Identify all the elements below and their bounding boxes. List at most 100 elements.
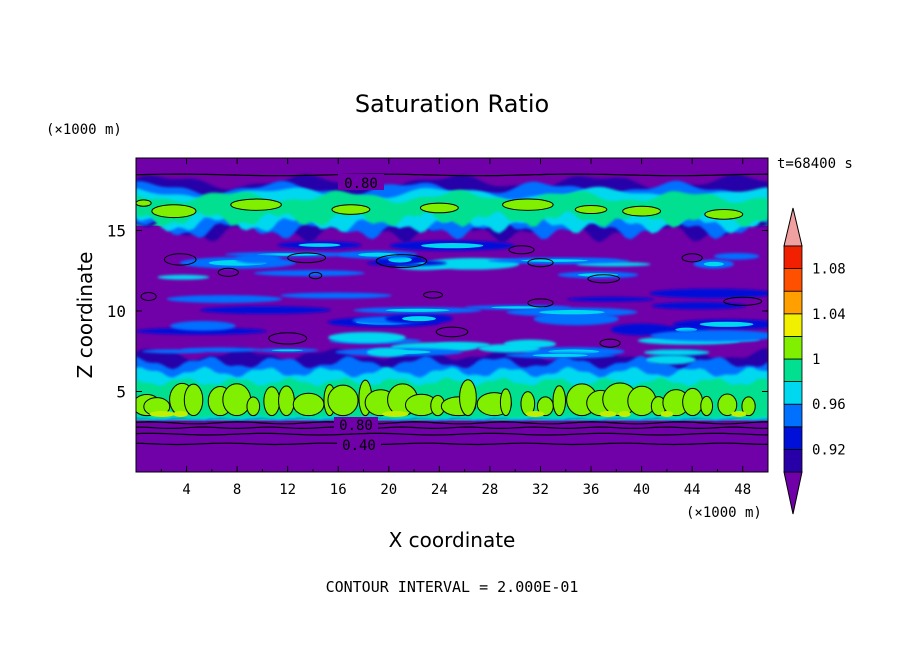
contour-pocket [599,338,621,348]
contour-pocket [423,291,444,299]
contour-pocket [527,258,554,268]
colorbar-tick-label: 0.96 [812,397,846,413]
cloud-blob [222,383,252,417]
y-tick-label: 10 [107,302,126,321]
x-tick-label: 40 [633,482,650,498]
cloud-blob [230,198,282,211]
contour-line-0.80 [136,421,768,425]
moist-filament [650,330,768,342]
moist-filament [200,306,331,314]
cloud-blob [499,388,512,417]
moist-filament-core [532,353,588,357]
chart-title: Saturation Ratio [355,90,549,118]
cloud-core [149,411,175,418]
contour-pocket [140,291,157,302]
x-tick-label: 20 [380,482,397,498]
cloud-blob [183,383,204,417]
contour-pocket [527,298,554,308]
moist-filament [713,253,760,260]
contour-interval-footer: CONTOUR INTERVAL = 2.000E-01 [326,578,579,596]
contour-line-0.40 [136,442,768,446]
contour-label-group: 0.80 0.80 0.40 [334,174,384,454]
moist-filament-core [271,349,303,352]
cloud-blob [627,385,657,417]
colorbar-swatch [783,245,803,270]
saturation-field [136,158,768,472]
moist-filament [610,323,674,336]
moist-filament [644,349,710,356]
y-axis: 5 10 15 [107,221,768,401]
moist-filament-core [402,316,436,322]
moist-filament [235,254,281,264]
cloud-blob [136,199,152,207]
moist-filament [157,274,210,280]
colorbar-tick-label: 1.08 [812,262,846,278]
x-tick-label: 4 [182,482,190,498]
colorbar-swatch [783,268,803,292]
moist-filament [280,292,392,299]
moist-filament [142,349,206,354]
cloud-blob [682,387,704,417]
moist-filament [576,262,651,267]
x-tick-label: 32 [532,482,549,498]
cloud-blob [327,384,359,417]
cloud-blob [459,379,477,417]
colorbar-swatch [783,448,803,473]
cloud-blob [331,204,371,215]
x-axis-title: X coordinate [389,528,516,552]
moist-filament-core [257,253,324,256]
colorbar-tick-label: 1.04 [812,307,846,323]
moist-filament [253,270,365,277]
colorbar-swatch [783,290,803,315]
moist-filament [166,295,283,303]
colorbar: 0.92 0.96 1 1.04 1.08 [783,207,846,515]
cloud-blob [419,202,459,214]
contour-line-0.80 [136,173,768,177]
moist-filament [366,347,408,357]
cloud-blob [502,198,554,211]
x-axis: 4 8 12 16 20 24 28 32 36 40 44 48 [160,158,751,498]
cloud-core [618,411,631,418]
cloud-blob [292,392,325,417]
contour-pocket [308,271,323,280]
moist-filament-core [703,261,724,267]
moist-filament [651,302,747,310]
colorbar-swatch [783,358,803,383]
moist-filament-core [521,259,588,262]
y-tick-label: 5 [116,382,126,401]
cloud-core [660,411,674,418]
x-tick-label: 16 [330,482,347,498]
moist-filament [646,355,696,365]
cloud-core [731,411,747,418]
moist-filament [566,296,655,302]
x-tick-label: 36 [583,482,600,498]
x-tick-label: 48 [734,482,751,498]
colorbar-swatch [783,381,803,405]
colorbar-swatch [783,426,803,450]
contour-label: 0.40 [342,438,376,454]
x-tick-label: 28 [481,482,498,498]
y-axis-title: Z coordinate [73,252,97,379]
cloud-blob [741,396,756,417]
cloud-blob [700,395,714,417]
cloud-core [381,411,409,418]
cloud-blob [263,386,281,417]
contour-pocket [217,267,239,277]
colorbar-swatch [783,403,803,428]
cloud-blob [717,393,738,417]
cloud-blob [574,205,608,215]
moist-filament-core [493,346,525,351]
cloud-core [525,411,545,418]
cloud-blob [704,209,744,220]
cloud-blob [246,396,261,417]
moist-filament-core [539,309,605,315]
colorbar-tick-label: 1 [812,352,820,368]
contour-pocket [163,253,197,266]
colorbar-extend-low [783,471,803,515]
x-tick-label: 24 [431,482,448,498]
y-tick-label: 15 [107,221,126,240]
cloud-blob [552,385,566,417]
moist-filament [170,321,236,331]
contour-pocket [508,245,535,255]
moist-filament [649,288,768,299]
